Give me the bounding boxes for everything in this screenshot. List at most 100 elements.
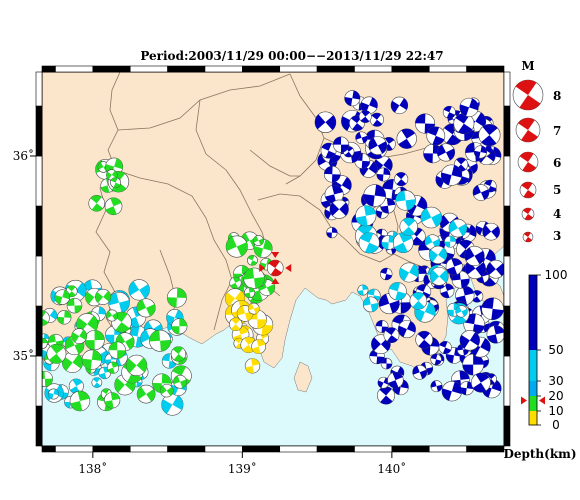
earthquake-mechanism-318 xyxy=(243,267,265,290)
map-ticks xyxy=(30,155,393,458)
earthquake-mechanism-34 xyxy=(430,380,443,393)
depth-label-10: 10 xyxy=(548,404,563,418)
earthquake-mechanism-129 xyxy=(387,371,404,389)
earthquake-mechanism-126 xyxy=(438,340,452,355)
earthquake-mechanism-240 xyxy=(448,218,468,238)
earthquake-mechanism-241 xyxy=(358,232,380,254)
earthquake-mechanism-296 xyxy=(88,195,105,212)
colorbar-band-3 xyxy=(529,350,537,381)
magnitude-label-5: 5 xyxy=(553,183,561,197)
earthquake-mechanism-82 xyxy=(441,381,463,402)
depth-colorbar: 100 50 30 20 10 0 Depth(km) xyxy=(503,268,576,461)
colorbar-band-0 xyxy=(529,411,537,425)
magnitude-ball-4 xyxy=(521,207,535,221)
earthquake-mechanism-118 xyxy=(375,319,389,333)
earthquake-mechanism-320 xyxy=(229,276,242,289)
earthquake-mechanism-335 xyxy=(247,302,260,315)
earthquake-mechanism-98 xyxy=(377,376,390,389)
magnitude-ball-6 xyxy=(517,151,539,173)
earthquake-mechanism-0 xyxy=(369,112,384,127)
earthquake-mechanism-103 xyxy=(445,258,463,276)
earthquake-mechanism-268 xyxy=(136,298,156,318)
earthquake-mechanism-92 xyxy=(453,113,475,135)
magnitude-ball-5 xyxy=(519,181,537,199)
earthquake-mechanism-117 xyxy=(464,245,485,266)
earthquake-mechanism-139 xyxy=(459,330,480,351)
depth-marker-right xyxy=(539,396,545,405)
earthquake-mechanism-275 xyxy=(149,329,172,352)
magnitude-label-8: 8 xyxy=(553,89,561,103)
depth-marker-left xyxy=(521,396,527,405)
depth-label-50: 50 xyxy=(548,343,563,357)
earthquake-mechanism-330 xyxy=(229,317,243,331)
earthquake-mechanism-136 xyxy=(481,297,504,321)
depth-label-30: 30 xyxy=(548,374,563,388)
earthquake-mechanism-178 xyxy=(329,199,349,219)
earthquake-mechanism-108 xyxy=(414,113,436,134)
lon-tick-label-139: 139˚ xyxy=(228,461,257,476)
earthquake-mechanism-56 xyxy=(486,259,504,279)
lat-tick-label-35: 35˚ xyxy=(13,348,34,363)
earthquake-mechanism-291 xyxy=(104,392,121,409)
earthquake-mechanism-260 xyxy=(69,390,91,412)
map-area xyxy=(42,72,504,446)
earthquake-mechanism-87 xyxy=(397,320,416,339)
earthquake-mechanism-254 xyxy=(42,310,50,326)
earthquake-mechanism-284 xyxy=(159,383,174,398)
earthquake-mechanism-54 xyxy=(442,105,456,119)
map-frame xyxy=(35,65,511,453)
magnitude-label-3: 3 xyxy=(553,229,561,243)
earthquake-mechanism-203 xyxy=(68,378,84,394)
earthquake-mechanism-246 xyxy=(362,296,379,313)
lon-tick-label-138: 138˚ xyxy=(78,461,107,476)
depth-label-0: 0 xyxy=(552,418,560,432)
earthquake-mechanism-221 xyxy=(128,279,150,301)
earthquake-mechanism-130 xyxy=(380,198,396,214)
magnitude-legend: M 8 7 6 5 4 3 xyxy=(512,59,561,243)
earthquake-mechanism-107 xyxy=(471,372,491,393)
earthquake-mechanism-101 xyxy=(459,97,479,117)
earthquake-mechanism-179 xyxy=(358,110,372,123)
earthquake-mechanism-288 xyxy=(54,289,71,305)
earthquake-mechanism-70 xyxy=(412,364,428,380)
earthquake-mechanism-243 xyxy=(455,305,468,318)
earthquake-mechanism-230 xyxy=(388,282,407,301)
lat-tick-label-36: 36˚ xyxy=(13,148,34,163)
earthquake-mechanism-259 xyxy=(66,297,83,314)
earthquake-mechanism-227 xyxy=(357,284,369,296)
magnitude-legend-title: M xyxy=(521,59,534,73)
earthquake-mechanism-248 xyxy=(429,266,449,286)
earthquake-mechanism-109 xyxy=(486,325,504,344)
earthquake-mechanism-235 xyxy=(395,190,416,211)
magnitude-ball-3 xyxy=(522,231,534,243)
earthquake-mechanism-249 xyxy=(428,245,448,265)
earthquake-mechanism-21 xyxy=(379,267,393,281)
colorbar-band-4 xyxy=(529,275,537,350)
earthquake-mechanism-265 xyxy=(166,287,187,308)
earthquake-mechanism-285 xyxy=(71,328,88,344)
earthquake-mechanism-31 xyxy=(390,96,409,115)
earthquake-mechanism-160 xyxy=(376,167,391,182)
earthquake-mechanism-287 xyxy=(106,309,118,322)
depth-label-100: 100 xyxy=(545,268,568,282)
earthquake-mechanism-166 xyxy=(324,184,344,204)
magnitude-label-4: 4 xyxy=(553,207,561,221)
earthquake-mechanism-337 xyxy=(251,339,267,354)
earthquake-mechanism-304 xyxy=(110,177,121,189)
earthquake-mechanism-189 xyxy=(108,291,130,314)
earthquake-mechanism-262 xyxy=(125,354,148,376)
earthquake-mechanism-95 xyxy=(478,124,501,147)
earthquake-mechanism-199 xyxy=(91,377,103,388)
chart-title: Period:2003/11/29 00:00−−2013/11/29 22:4… xyxy=(140,49,443,63)
earthquake-mechanism-301 xyxy=(104,197,123,216)
earthquake-mechanism-286 xyxy=(106,361,120,374)
earthquake-mechanism-26 xyxy=(377,386,396,405)
lon-tick-label-140: 140˚ xyxy=(377,461,406,476)
earthquake-mechanism-169 xyxy=(363,184,386,207)
earthquake-mechanism-170 xyxy=(323,165,341,183)
earthquake-mechanism-172 xyxy=(320,142,337,159)
earthquake-mechanism-229 xyxy=(355,205,377,227)
earthquake-mechanism-283 xyxy=(81,349,102,370)
earthquake-mechanism-76 xyxy=(415,330,434,349)
